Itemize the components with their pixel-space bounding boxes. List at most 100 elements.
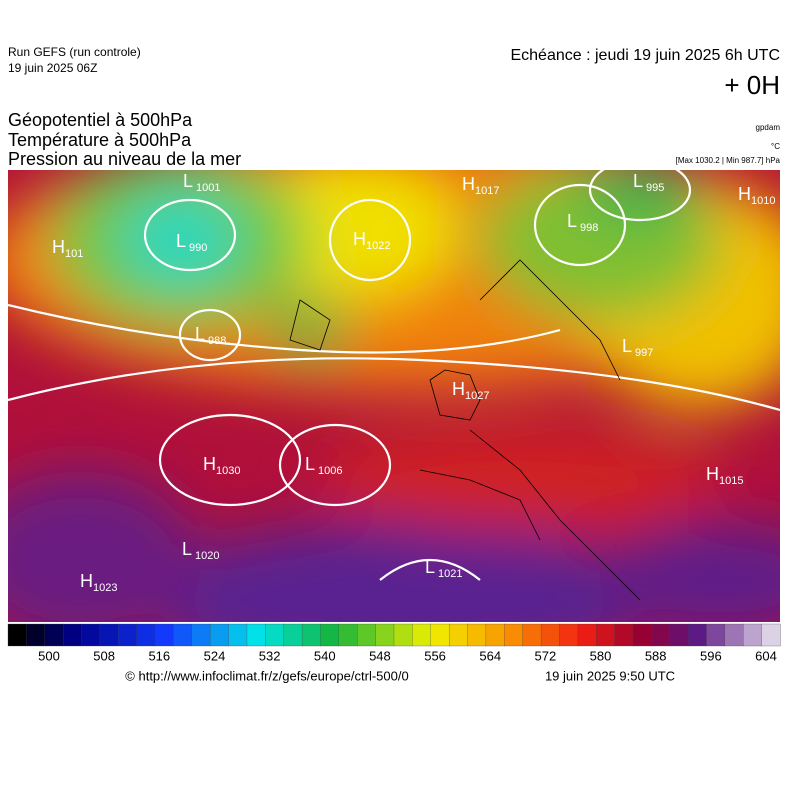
colorbar-swatch <box>522 623 542 647</box>
colorbar-swatch <box>596 623 616 647</box>
center-value: 997 <box>635 347 653 359</box>
center-value: 1027 <box>465 390 489 402</box>
colorbar-swatch <box>173 623 193 647</box>
center-letter: H <box>738 184 751 204</box>
colorbar-swatch <box>81 623 101 647</box>
unit: °C <box>771 142 780 151</box>
colorbar-swatch <box>540 623 561 647</box>
colorbar-swatch <box>485 623 505 647</box>
colorbar-swatch <box>62 623 83 647</box>
center-value: 1017 <box>475 185 499 197</box>
center-value: 1023 <box>93 582 117 594</box>
center-value: 1021 <box>438 568 462 580</box>
colorbar-swatch <box>320 623 340 647</box>
center-letter: L <box>633 171 643 191</box>
colorbar-swatch <box>118 623 138 647</box>
colorbar-tick-label: 516 <box>148 648 170 663</box>
center-letter: H <box>353 229 366 249</box>
colorbar-tick-label: 572 <box>535 648 557 663</box>
center-value: 1001 <box>196 182 220 194</box>
center-letter: L <box>182 539 192 559</box>
center-value: 990 <box>189 242 207 254</box>
center-letter: L <box>195 324 205 344</box>
echeance: Echéance : jeudi 19 juin 2025 6h UTC <box>510 47 780 64</box>
center-letter: H <box>52 237 65 257</box>
colorbar-tick-label: 564 <box>479 648 501 663</box>
colorbar-swatch <box>430 623 450 647</box>
colorbar-swatch <box>136 623 156 647</box>
colorbar-tick-label: 508 <box>93 648 115 663</box>
colorbar-swatch <box>210 623 230 647</box>
colorbar-swatch <box>246 623 266 647</box>
colorbar-tick-label: 588 <box>645 648 667 663</box>
center-value: 1022 <box>366 240 390 252</box>
lead-time: + 0H <box>724 70 780 100</box>
run-label: Run GEFS (run controle) <box>8 45 141 59</box>
colorbar-swatch <box>467 623 487 647</box>
colorbar-swatch <box>687 623 708 647</box>
colorbar-swatch <box>393 623 414 647</box>
colorbar-swatch <box>761 623 781 647</box>
colorbar-swatch <box>577 623 597 647</box>
colorbar-swatch <box>357 623 377 647</box>
center-letter: L <box>567 211 577 231</box>
render-time: 19 juin 2025 9:50 UTC <box>545 668 675 683</box>
colorbar-swatch <box>99 623 119 647</box>
unit: [Max 1030.2 | Min 987.7] hPa <box>676 156 781 165</box>
center-value: 998 <box>580 222 598 234</box>
title-line: Température à 500hPa <box>8 130 192 150</box>
center-letter: L <box>425 557 435 577</box>
center-letter: L <box>183 171 193 191</box>
colorbar-swatch <box>669 623 689 647</box>
colorbar-swatch <box>448 623 469 647</box>
center-letter: H <box>706 464 719 484</box>
center-value: 988 <box>208 335 226 347</box>
colorbar-swatch <box>724 623 744 647</box>
colorbar-swatch <box>283 623 303 647</box>
center-value: 1020 <box>195 550 219 562</box>
title-line: Pression au niveau de la mer <box>8 149 241 169</box>
center-letter: L <box>305 454 315 474</box>
center-value: 1010 <box>751 195 775 207</box>
colorbar-swatch <box>375 623 395 647</box>
colorbar-swatch <box>614 623 634 647</box>
run-date: 19 juin 2025 06Z <box>8 61 97 75</box>
colorbar-swatch <box>706 623 726 647</box>
source-url: © http://www.infoclimat.fr/z/gefs/europe… <box>125 668 408 683</box>
colorbar-swatch <box>191 623 211 647</box>
colorbar-tick-label: 596 <box>700 648 722 663</box>
center-letter: H <box>80 571 93 591</box>
colorbar: 500 508 516 524 532 540 548 556 564 572 580 588 596 6… <box>7 623 781 663</box>
colorbar-tick-label: 548 <box>369 648 391 663</box>
colorbar-swatch <box>338 623 358 647</box>
center-value: 1015 <box>719 475 743 487</box>
center-value: 1006 <box>318 465 342 477</box>
colorbar-tick-label: 556 <box>424 648 446 663</box>
center-value: 101 <box>65 248 83 260</box>
colorbar-swatch <box>504 623 524 647</box>
center-value: 995 <box>646 182 664 194</box>
colorbar-swatch <box>44 623 64 647</box>
colorbar-swatch <box>743 623 763 647</box>
colorbar-swatch <box>265 623 285 647</box>
map <box>8 170 780 622</box>
center-letter: L <box>176 231 186 251</box>
colorbar-swatch <box>412 623 432 647</box>
colorbar-swatch <box>651 623 671 647</box>
unit: gpdam <box>756 123 781 132</box>
colorbar-swatch <box>301 623 322 647</box>
colorbar-tick-label: 524 <box>204 648 226 663</box>
title-line: Géopotentiel à 500hPa <box>8 110 193 130</box>
colorbar-tick-label: 580 <box>590 648 612 663</box>
colorbar-swatch <box>559 623 579 647</box>
colorbar-tick-label: 500 <box>38 648 60 663</box>
colorbar-tick-label: 540 <box>314 648 336 663</box>
colorbar-swatch <box>26 623 46 647</box>
center-letter: L <box>622 336 632 356</box>
center-letter: H <box>462 174 475 194</box>
center-letter: H <box>203 454 216 474</box>
colorbar-tick-label: 532 <box>259 648 281 663</box>
